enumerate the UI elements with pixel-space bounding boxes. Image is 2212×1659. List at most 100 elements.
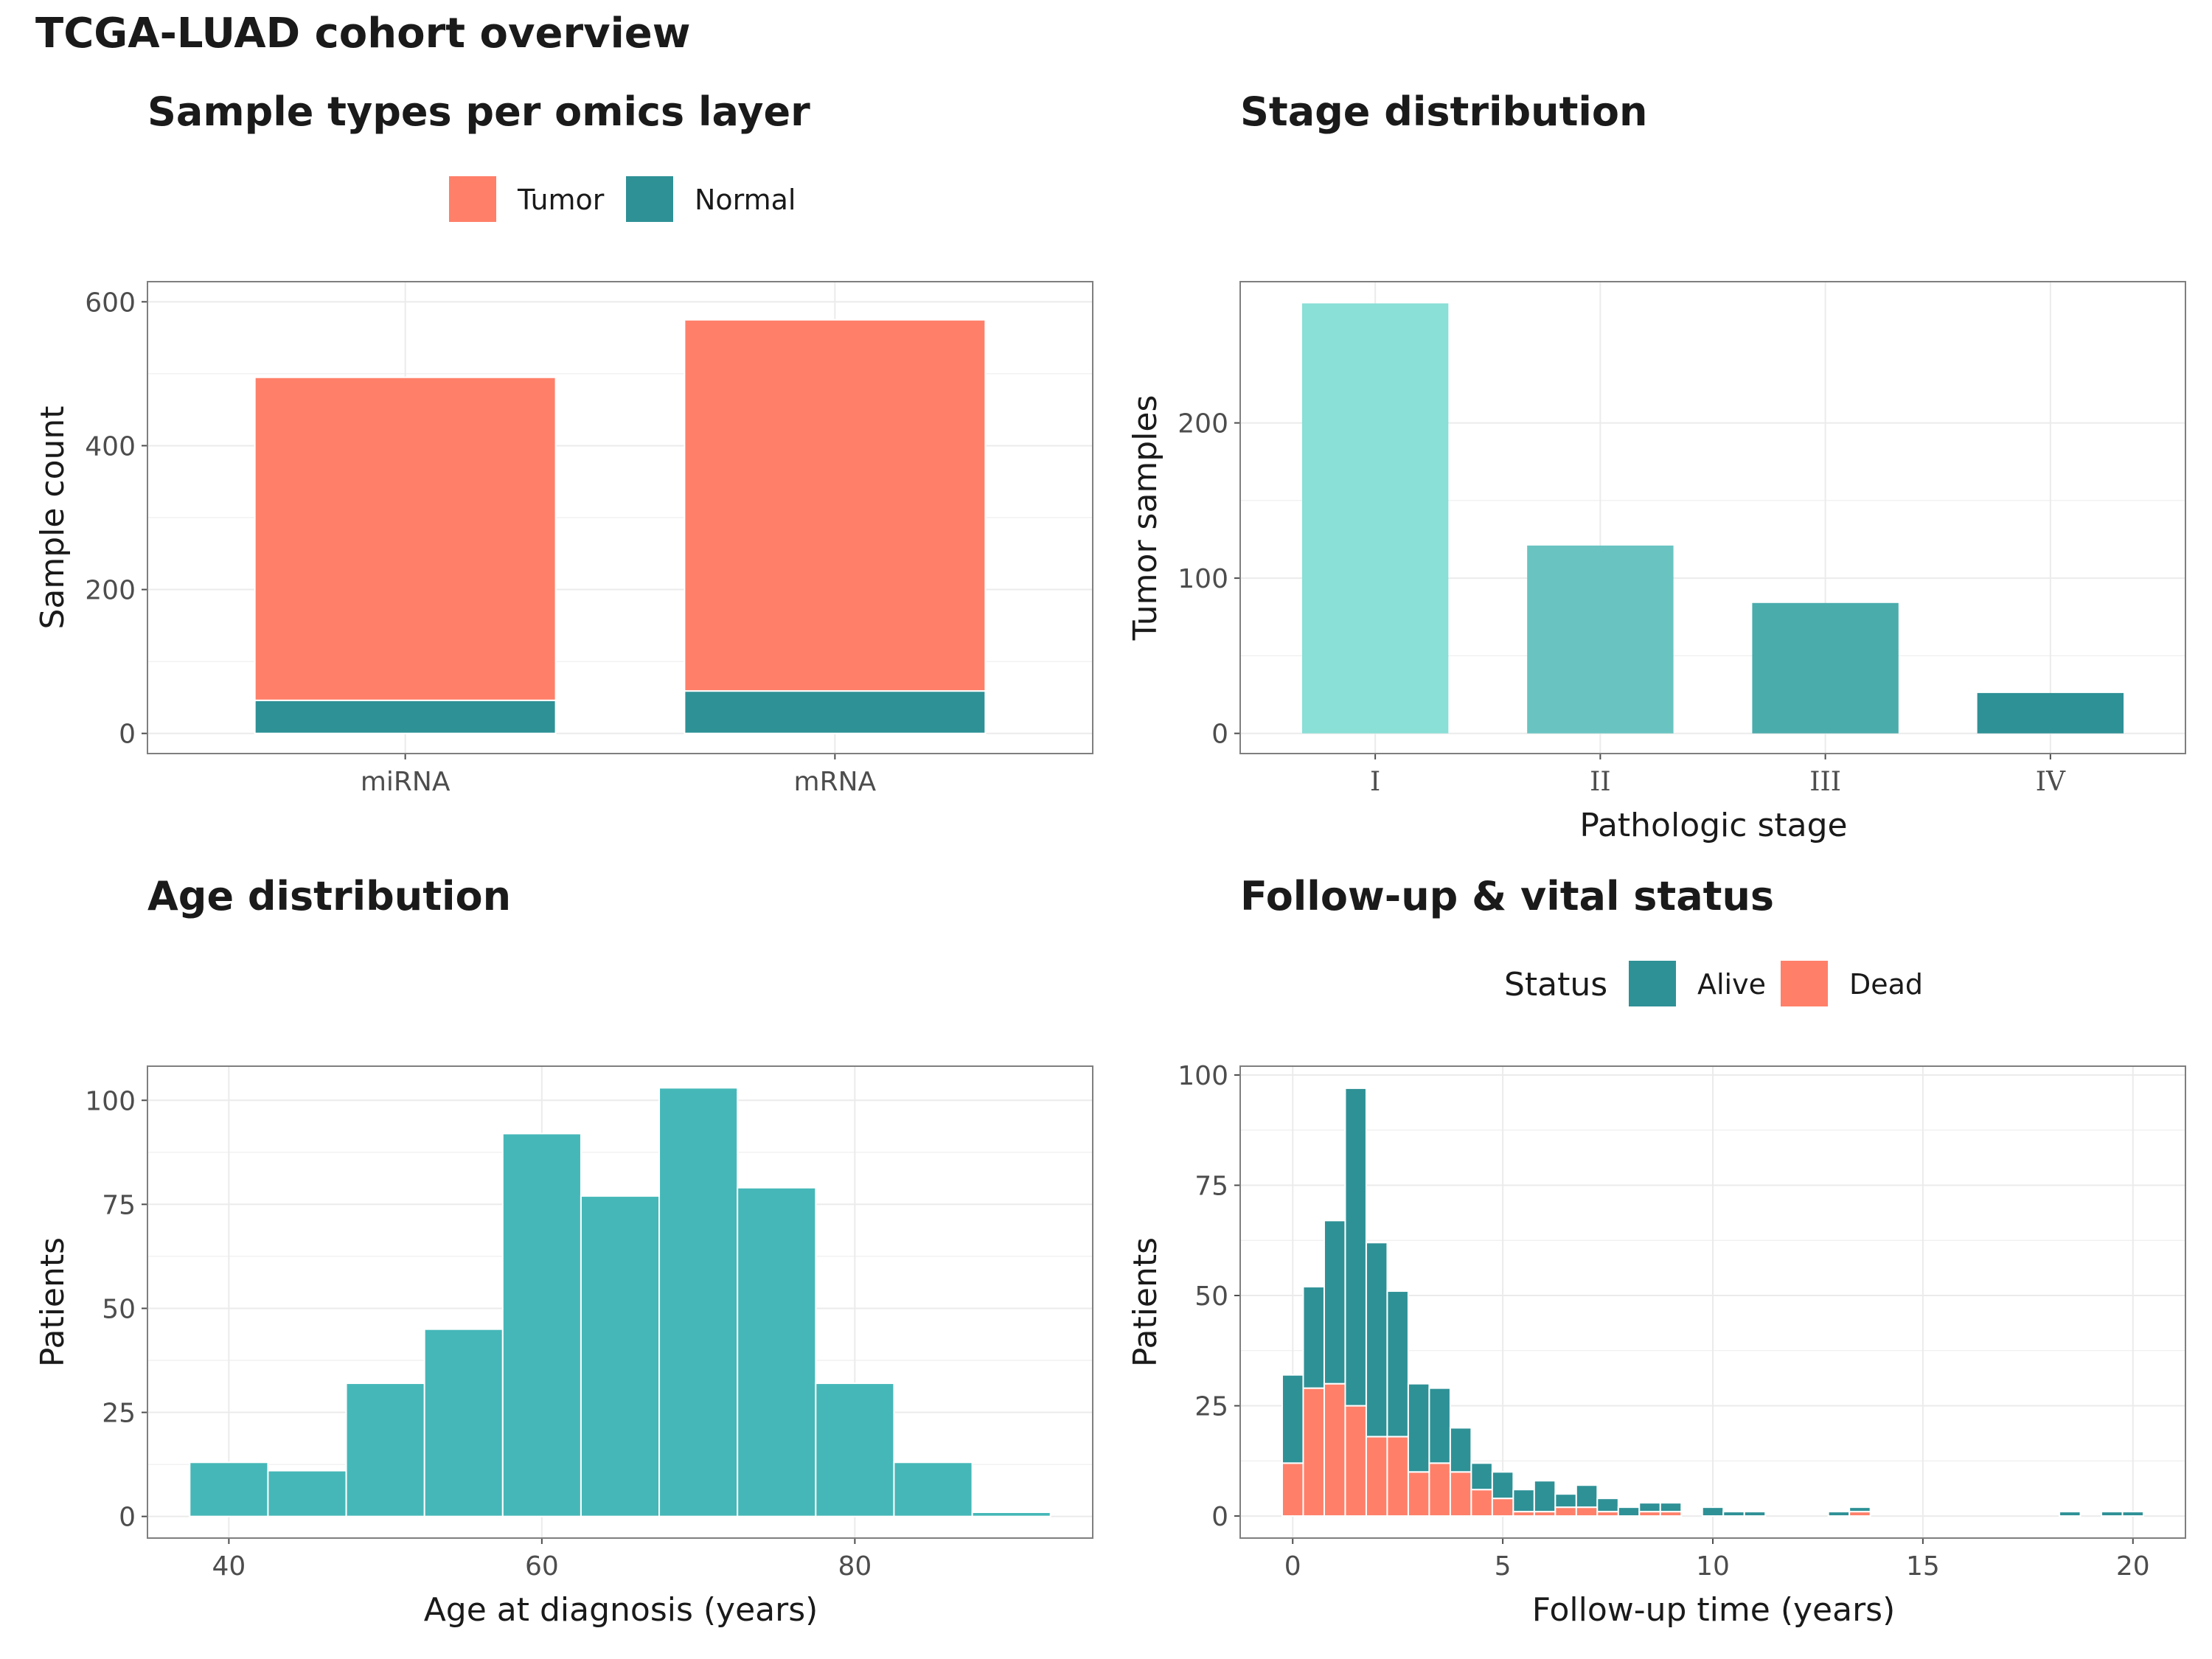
follow-up-dead-bin-0 <box>1281 1462 1304 1517</box>
follow-up-legend: Status Alive Dead <box>1504 959 1923 1008</box>
follow-up-y-label: Patients <box>1127 1237 1164 1367</box>
age-title: Age distribution <box>147 873 511 919</box>
follow-up-x-label: Follow-up time (years) <box>1532 1591 1896 1629</box>
follow-up-alive-bin-26 <box>1827 1511 1851 1517</box>
age-x-tick-label: 60 <box>525 1551 559 1582</box>
follow-up-alive-bin-3 <box>1344 1087 1367 1407</box>
follow-up-dead-bin-3 <box>1344 1405 1367 1517</box>
follow-up-x-tick-label: 15 <box>1906 1551 1940 1582</box>
follow-up-dead-bin-13 <box>1554 1506 1577 1517</box>
follow-up-panel: Follow-up & vital status Status Alive Dea… <box>1127 873 2186 1629</box>
follow-up-alive-bin-13 <box>1554 1493 1577 1509</box>
age-y-label: Patients <box>34 1237 72 1367</box>
follow-up-dead-bin-1 <box>1302 1387 1325 1517</box>
sample-types-plot: 0 200 400 600 miRNA mRNA <box>85 281 1093 797</box>
follow-up-dead-bin-14 <box>1575 1506 1599 1517</box>
follow-up-plot: 0 25 50 75 100 0 5 10 15 20 <box>1178 1061 2186 1582</box>
sample-types-panel: Sample types per omics layer Tumor Normal… <box>34 88 1093 797</box>
age-x-tick-label: 80 <box>838 1551 872 1582</box>
bar-tumor-mrna <box>684 319 987 692</box>
follow-up-alive-bin-17 <box>1638 1502 1661 1513</box>
stage-x-tick-label: IV <box>2036 767 2066 797</box>
follow-up-alive-bin-4 <box>1365 1242 1388 1438</box>
stage-x-label: Pathologic stage <box>1579 807 1847 844</box>
stage-panel-border <box>1239 281 2186 754</box>
follow-up-x-tick-label: 0 <box>1284 1551 1301 1582</box>
follow-up-dead-bin-7 <box>1428 1462 1451 1517</box>
sample-types-y-label: Sample count <box>34 406 72 629</box>
figure-title: TCGA-LUAD cohort overview <box>35 10 690 58</box>
age-y-tick-label: 25 <box>102 1399 136 1429</box>
sample-types-x-tick-label: mRNA <box>794 767 877 797</box>
follow-up-alive-bin-40 <box>2121 1511 2145 1517</box>
follow-up-alive-bin-9 <box>1470 1462 1493 1491</box>
legend-label-tumor: Tumor <box>517 184 605 216</box>
sample-types-y-tick-label: 200 <box>85 576 136 606</box>
follow-up-alive-bin-2 <box>1323 1220 1346 1385</box>
follow-up-alive-bin-27 <box>1848 1506 1871 1513</box>
follow-up-y-tick-label: 50 <box>1194 1281 1228 1312</box>
sample-types-panel-border <box>147 281 1093 754</box>
follow-up-y-tick-label: 75 <box>1194 1171 1228 1201</box>
bar-stage-III <box>1752 602 1899 734</box>
bar-normal-mrna <box>684 690 987 734</box>
follow-up-alive-bin-7 <box>1428 1387 1451 1464</box>
follow-up-y-tick-label: 25 <box>1194 1392 1228 1422</box>
bar-stage-IV <box>1977 692 2124 734</box>
age-plot: 0 25 50 75 100 40 60 80 <box>85 1065 1093 1582</box>
age-y-tick-label: 50 <box>102 1294 136 1324</box>
bar-tumor-mirna <box>254 376 557 701</box>
legend-key-alive <box>1627 959 1677 1008</box>
age-bin-6 <box>658 1087 739 1517</box>
bar-stage-II <box>1527 545 1674 734</box>
sample-types-legend: Tumor Normal <box>448 175 796 223</box>
follow-up-y-tick-label: 0 <box>1211 1502 1228 1532</box>
age-bin-10 <box>971 1512 1051 1517</box>
follow-up-alive-bin-22 <box>1743 1511 1767 1517</box>
legend-key-normal <box>625 175 675 223</box>
follow-up-x-tick-label: 10 <box>1696 1551 1730 1582</box>
follow-up-title: Follow-up & vital status <box>1240 873 1774 919</box>
stage-y-label: Tumor samples <box>1127 395 1164 641</box>
age-bin-0 <box>189 1461 269 1517</box>
follow-up-alive-bin-1 <box>1302 1286 1325 1389</box>
stage-x-tick-label: II <box>1590 767 1610 797</box>
follow-up-alive-bin-6 <box>1407 1382 1430 1473</box>
age-y-tick-label: 100 <box>85 1086 136 1116</box>
follow-up-x-tick-label: 5 <box>1495 1551 1512 1582</box>
sample-types-y-tick-label: 600 <box>85 288 136 318</box>
legend-label-alive: Alive <box>1697 968 1766 1001</box>
follow-up-alive-bin-39 <box>2101 1511 2124 1517</box>
follow-up-alive-bin-10 <box>1491 1471 1514 1500</box>
age-x-tick-label: 40 <box>212 1551 246 1582</box>
follow-up-dead-bin-5 <box>1386 1436 1409 1517</box>
follow-up-alive-bin-15 <box>1596 1498 1619 1513</box>
follow-up-x-tick-label: 20 <box>2116 1551 2150 1582</box>
follow-up-dead-bin-2 <box>1323 1382 1346 1517</box>
follow-up-alive-bin-8 <box>1449 1427 1472 1473</box>
age-bin-1 <box>267 1470 347 1517</box>
legend-label-normal: Normal <box>695 184 796 216</box>
sample-types-y-tick-label: 400 <box>85 431 136 462</box>
age-bin-3 <box>423 1328 504 1517</box>
follow-up-alive-bin-11 <box>1512 1489 1535 1513</box>
stage-y-tick-label: 200 <box>1178 409 1228 439</box>
follow-up-alive-bin-18 <box>1659 1502 1683 1513</box>
age-bin-9 <box>893 1461 973 1517</box>
legend-key-dead <box>1779 959 1829 1008</box>
follow-up-alive-bin-21 <box>1722 1511 1745 1517</box>
stage-x-tick-label: I <box>1370 767 1380 797</box>
bar-normal-mirna <box>254 699 557 734</box>
age-bin-7 <box>737 1186 817 1517</box>
stage-y-tick-label: 0 <box>1211 720 1228 750</box>
age-y-tick-label: 75 <box>102 1190 136 1220</box>
follow-up-alive-bin-20 <box>1701 1506 1725 1517</box>
follow-up-dead-bin-10 <box>1491 1498 1514 1517</box>
legend-key-tumor <box>448 175 498 223</box>
follow-up-alive-bin-0 <box>1281 1374 1304 1464</box>
follow-up-alive-bin-12 <box>1533 1480 1557 1513</box>
follow-up-legend-title: Status <box>1504 966 1607 1004</box>
